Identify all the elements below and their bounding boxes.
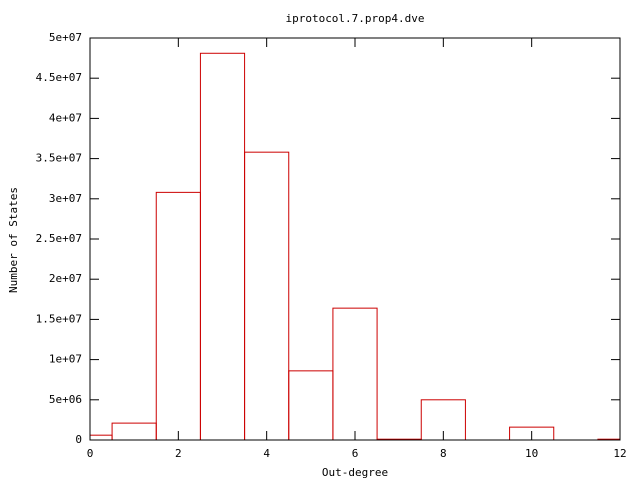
y-tick-label: 2e+07 xyxy=(49,272,82,285)
x-tick-label: 8 xyxy=(440,447,447,460)
x-tick-label: 2 xyxy=(175,447,182,460)
bar xyxy=(288,370,334,440)
bar xyxy=(244,151,290,440)
plot-frame xyxy=(89,37,621,441)
x-tick-label: 12 xyxy=(613,447,626,460)
y-tick-label: 1e+07 xyxy=(49,353,82,366)
x-tick-label: 10 xyxy=(525,447,538,460)
y-tick-label: 5e+06 xyxy=(49,393,82,406)
x-axis-label: Out-degree xyxy=(322,466,388,479)
bar xyxy=(199,52,246,440)
y-tick-label: 3.5e+07 xyxy=(36,152,82,165)
y-tick-label: 3e+07 xyxy=(49,192,82,205)
bar xyxy=(332,307,378,440)
plot-area xyxy=(90,52,620,440)
bar xyxy=(155,191,201,440)
x-tick-label: 4 xyxy=(263,447,270,460)
y-tick-label: 2.5e+07 xyxy=(36,232,82,245)
x-tick-label: 0 xyxy=(87,447,94,460)
y-tick-label: 0 xyxy=(75,433,82,446)
x-tick-label: 6 xyxy=(352,447,359,460)
y-tick-label: 4e+07 xyxy=(49,111,82,124)
y-tick-label: 1.5e+07 xyxy=(36,312,82,325)
y-tick-label: 5e+07 xyxy=(49,31,82,44)
chart-title: iprotocol.7.prop4.dve xyxy=(285,12,424,25)
y-tick-label: 4.5e+07 xyxy=(36,71,82,84)
bar xyxy=(111,422,157,440)
y-axis-label: Number of States xyxy=(7,187,20,293)
